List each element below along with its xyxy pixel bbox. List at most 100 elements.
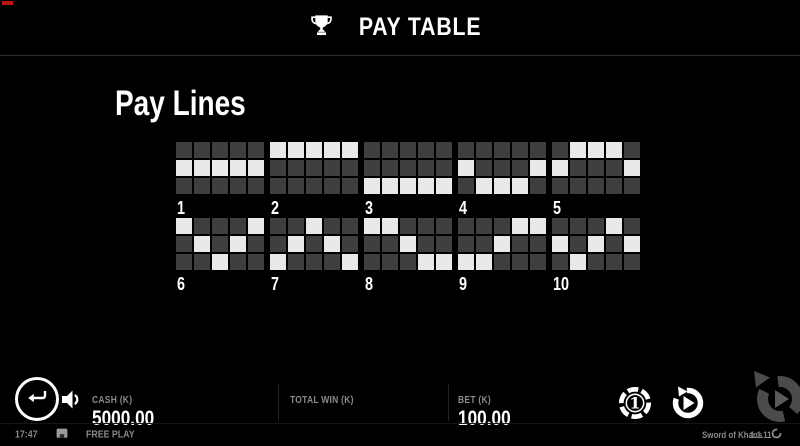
payline-cell — [382, 142, 398, 158]
payline-cell — [606, 178, 622, 194]
payline-cell — [288, 178, 304, 194]
payline-cell — [624, 218, 640, 234]
payline-cell — [288, 236, 304, 252]
payline-cell — [418, 254, 434, 270]
payline-cell — [324, 218, 340, 234]
payline-cell — [230, 160, 246, 176]
payline-cell — [512, 142, 528, 158]
payline-cell — [364, 236, 380, 252]
payline-cell — [194, 178, 210, 194]
payline-cell — [324, 160, 340, 176]
payline-cell — [588, 218, 604, 234]
payline-cell — [512, 178, 528, 194]
payline-cell — [342, 178, 358, 194]
version-number: 1.1.11 — [750, 430, 772, 440]
payline-cell — [400, 160, 416, 176]
payline-cell — [306, 254, 322, 270]
payline-cell — [418, 218, 434, 234]
payline-cell — [194, 142, 210, 158]
payline-cell — [306, 160, 322, 176]
payline-cell — [476, 236, 492, 252]
payline-grid — [176, 142, 264, 194]
bet-chip-icon: 1 — [618, 386, 652, 424]
payline-grid — [458, 218, 546, 270]
payline-grid — [270, 218, 358, 270]
bet-chip-button[interactable]: 1 — [618, 386, 652, 425]
payline-cell — [194, 160, 210, 176]
payline-number: 8 — [365, 274, 374, 294]
payline-cell — [494, 236, 510, 252]
payline-cell — [552, 178, 568, 194]
payline-number: 6 — [177, 274, 186, 294]
bet-label: BET (K) — [458, 395, 491, 406]
big-spin-button[interactable] — [723, 366, 800, 441]
payline-cell — [176, 254, 192, 270]
payline-cell — [324, 254, 340, 270]
payline-cell — [306, 142, 322, 158]
payline-cell — [552, 142, 568, 158]
payline-grid — [270, 142, 358, 194]
payline-cell — [512, 160, 528, 176]
payline-cell — [476, 178, 492, 194]
payline-2: 2 — [270, 142, 358, 219]
payline-cell — [588, 142, 604, 158]
payline-cell — [624, 254, 640, 270]
payline-cell — [248, 142, 264, 158]
payline-cell — [458, 178, 474, 194]
payline-cell — [570, 218, 586, 234]
provider-logo-icon — [771, 426, 782, 444]
payline-cell — [476, 254, 492, 270]
payline-grid — [552, 142, 640, 194]
header-divider — [0, 55, 800, 56]
payline-cell — [530, 236, 546, 252]
status-bar: 17:47 FREE PLAY Sword of Khans 1.1.11 — [0, 423, 800, 446]
payline-cell — [176, 178, 192, 194]
payline-cell — [400, 218, 416, 234]
payline-cell — [530, 160, 546, 176]
payline-cell — [270, 236, 286, 252]
payline-cell — [436, 142, 452, 158]
payline-cell — [400, 178, 416, 194]
sound-button[interactable] — [61, 389, 85, 415]
back-button[interactable] — [15, 377, 59, 421]
payline-cell — [176, 142, 192, 158]
screen-recording-marker — [2, 1, 13, 5]
payline-cell — [270, 142, 286, 158]
payline-5: 5 — [552, 142, 640, 219]
payline-7: 7 — [270, 218, 358, 295]
payline-cell — [436, 236, 452, 252]
payline-cell — [606, 218, 622, 234]
payline-cell — [512, 236, 528, 252]
payline-cell — [176, 236, 192, 252]
payline-3: 3 — [364, 142, 452, 219]
return-arrow-icon — [24, 384, 50, 415]
payline-cell — [270, 178, 286, 194]
payline-cell — [194, 218, 210, 234]
header-bar: PAY TABLE — [0, 0, 800, 55]
payline-cell — [400, 254, 416, 270]
payline-number: 10 — [553, 274, 570, 294]
paylines-section-title: Pay Lines — [115, 84, 246, 123]
payline-cell — [476, 218, 492, 234]
payline-cell — [494, 218, 510, 234]
game-title: Sword of Khans — [702, 430, 763, 440]
payline-number: 3 — [365, 198, 374, 218]
payline-cell — [570, 160, 586, 176]
payline-cell — [288, 218, 304, 234]
payline-cell — [288, 160, 304, 176]
big-spin-ring-icon — [723, 371, 800, 440]
speaker-icon — [61, 390, 85, 414]
payline-cell — [270, 254, 286, 270]
payline-cell — [306, 236, 322, 252]
payline-cell — [458, 160, 474, 176]
payline-cell — [606, 160, 622, 176]
total-win-display: TOTAL WIN (K) — [290, 395, 365, 407]
payline-6: 6 — [176, 218, 264, 295]
payline-cell — [306, 218, 322, 234]
payline-cell — [324, 236, 340, 252]
payline-cell — [458, 254, 474, 270]
payline-cell — [382, 236, 398, 252]
payline-row-2: 6 7 8 9 10 — [176, 218, 640, 295]
spin-button[interactable] — [670, 385, 706, 426]
payline-cell — [530, 178, 546, 194]
